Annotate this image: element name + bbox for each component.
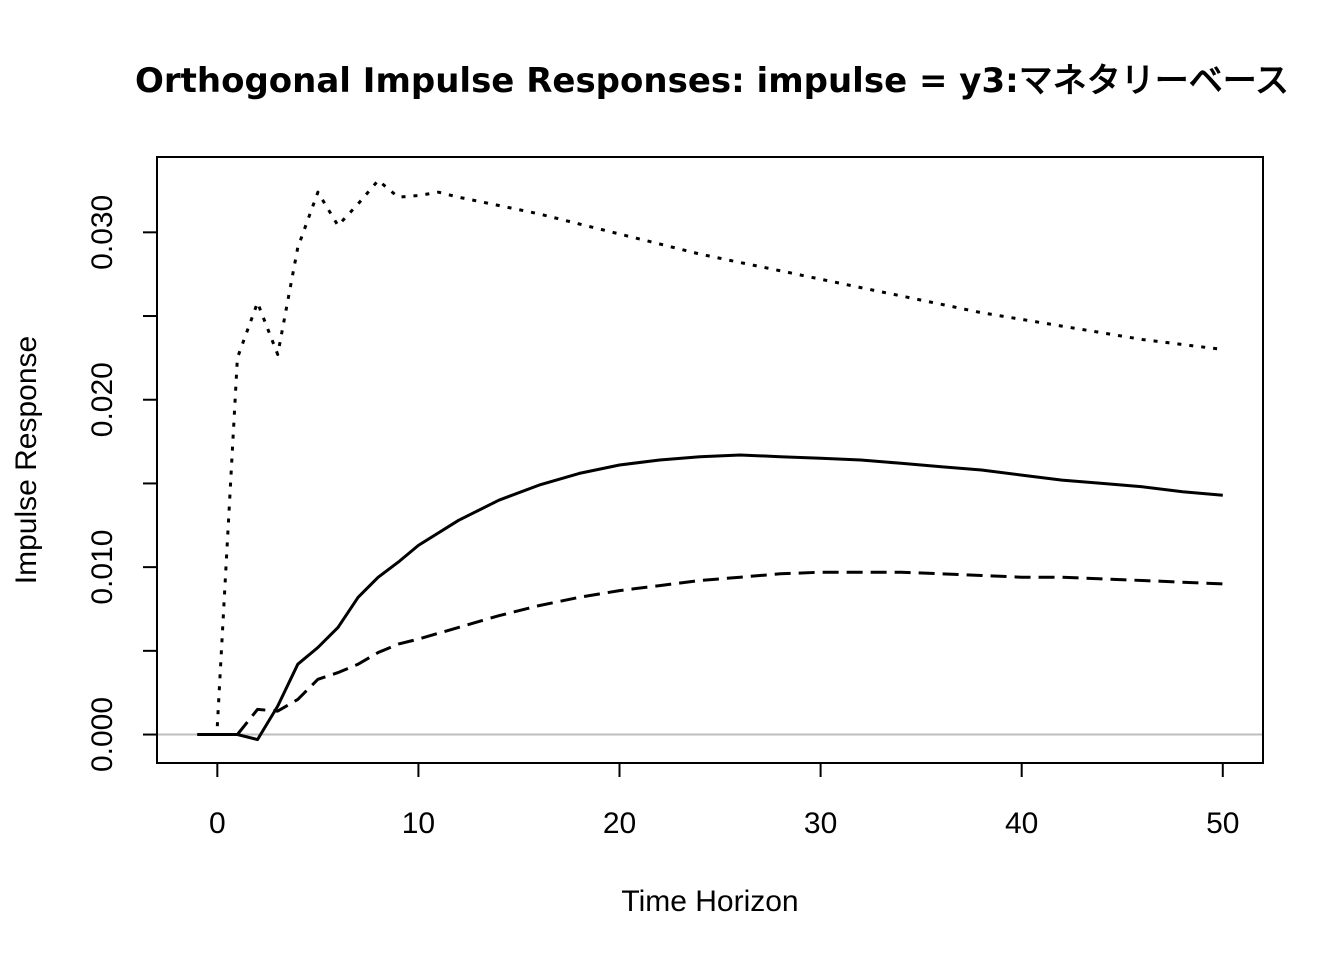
- plot-frame: [156, 156, 1264, 764]
- x-tick-label: 40: [1005, 807, 1038, 840]
- y-tick-label: 0.020: [86, 362, 119, 437]
- y-tick-label: 0.000: [86, 697, 119, 772]
- x-tick-label: 10: [402, 807, 435, 840]
- x-axis-label: Time Horizon: [621, 885, 798, 918]
- x-tick-label: 50: [1206, 807, 1239, 840]
- series-line-solid: [197, 453, 1223, 742]
- plot-area: 0 10 20 30 40 50 0.000 0.010 0.020 0.030: [86, 156, 1264, 840]
- chart-title: Orthogonal Impulse Responses: impulse = …: [135, 61, 1289, 101]
- x-tick-label: 0: [209, 807, 226, 840]
- series-line-dashed: [236, 570, 1223, 736]
- y-tick-label: 0.030: [86, 195, 119, 270]
- y-axis-label: Impulse Response: [10, 336, 43, 584]
- x-tick-label: 20: [603, 807, 636, 840]
- series-line-dotted: [215, 178, 1223, 727]
- y-tick-label: 0.010: [86, 530, 119, 605]
- x-tick-label: 30: [804, 807, 837, 840]
